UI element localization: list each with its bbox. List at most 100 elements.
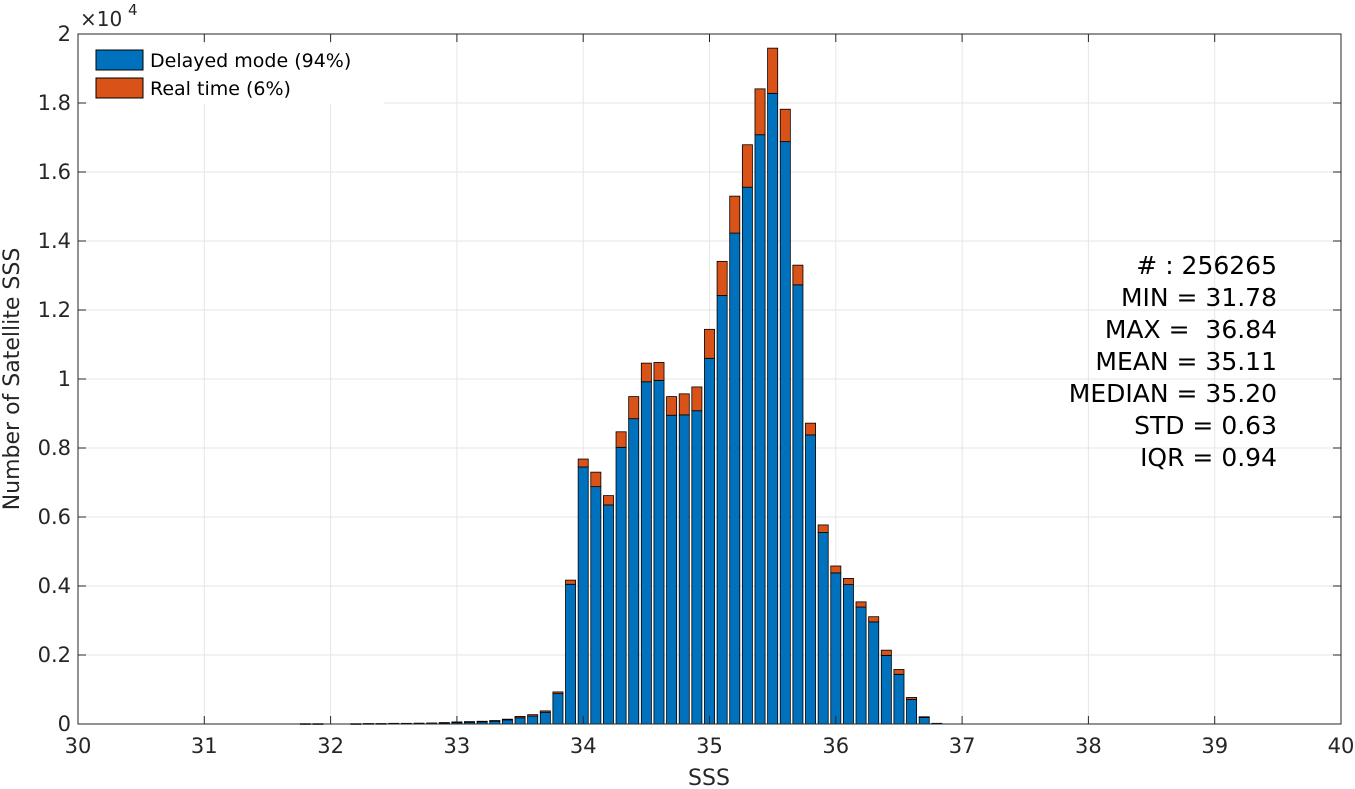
x-tick-label: 36 — [822, 734, 849, 758]
bar-real-time — [792, 264, 804, 286]
bar-delayed-mode — [577, 466, 589, 725]
bar-real-time — [830, 565, 842, 574]
bar-delayed-mode — [590, 486, 602, 725]
bar-delayed-mode — [640, 381, 652, 725]
bar-delayed-mode — [666, 414, 678, 725]
bar-real-time — [527, 714, 539, 717]
statistics-annotation: # : 256265 MIN = 31.78 MAX = 36.84 MEAN … — [1069, 251, 1277, 472]
bar-delayed-mode — [868, 621, 880, 725]
bar-real-time — [552, 691, 564, 695]
x-tick-label: 31 — [191, 734, 218, 758]
bar-real-time — [918, 716, 930, 718]
bar-real-time — [855, 601, 867, 608]
bar-real-time — [906, 697, 918, 700]
stat-count: # : 256265 — [1136, 251, 1277, 280]
x-tick-label: 32 — [317, 734, 344, 758]
bar-series — [299, 47, 943, 725]
bar-real-time — [779, 108, 791, 143]
bar-real-time — [842, 578, 854, 586]
bar-real-time — [817, 524, 829, 533]
stat-min: MIN = 31.78 — [1121, 283, 1277, 312]
bar-delayed-mode — [779, 141, 791, 725]
bar-delayed-mode — [855, 606, 867, 725]
bar-real-time — [590, 471, 602, 488]
bar-real-time — [666, 396, 678, 416]
y-tick-label: 0.8 — [38, 436, 71, 460]
y-tick-label: 2 — [58, 22, 71, 46]
bar-delayed-mode — [729, 232, 741, 725]
bar-delayed-mode — [653, 379, 665, 725]
y-tick-label: 1.4 — [38, 229, 71, 253]
bar-real-time — [741, 144, 753, 188]
x-tick-label: 38 — [1075, 734, 1102, 758]
x-tick-label: 35 — [696, 734, 723, 758]
bar-delayed-mode — [893, 673, 905, 725]
bar-delayed-mode — [704, 357, 715, 725]
bar-real-time — [603, 495, 614, 506]
bar-real-time — [489, 720, 501, 722]
x-tick-label: 30 — [65, 734, 92, 758]
bar-real-time — [754, 88, 766, 136]
bar-real-time — [691, 386, 703, 412]
bar-delayed-mode — [805, 434, 816, 725]
bar-delayed-mode — [603, 504, 614, 725]
bar-delayed-mode — [918, 717, 930, 725]
y-axis-label: Number of Satellite SSS — [0, 248, 25, 511]
y-tick-label: 1 — [58, 367, 71, 391]
bar-real-time — [678, 393, 690, 416]
bar-real-time — [577, 458, 589, 468]
bar-real-time — [501, 718, 513, 721]
bar-delayed-mode — [615, 446, 627, 725]
bar-delayed-mode — [565, 583, 577, 725]
bar-real-time — [628, 396, 640, 420]
y-exponent-base: ×10 — [80, 7, 122, 31]
bar-delayed-mode — [817, 532, 829, 725]
bar-real-time — [438, 722, 450, 724]
y-tick-label: 1.8 — [38, 91, 71, 115]
bar-delayed-mode — [501, 719, 513, 725]
stat-iqr: IQR = 0.94 — [1140, 443, 1277, 472]
x-tick-label: 37 — [949, 734, 976, 758]
bar-real-time — [565, 579, 577, 585]
bar-real-time — [868, 616, 880, 623]
y-tick-label: 0.6 — [38, 505, 71, 529]
bar-delayed-mode — [842, 584, 854, 725]
bar-real-time — [615, 431, 627, 448]
bar-real-time — [476, 720, 488, 723]
x-tick-label: 33 — [444, 734, 471, 758]
y-exponent-power: 4 — [128, 1, 138, 19]
axis-ticks: 30 31 32 33 34 35 36 37 38 39 40 0 0.2 0.4 0.6 0.8 1 1.2 1… — [38, 22, 1355, 758]
bar-real-time — [704, 328, 715, 359]
y-tick-label: 0 — [58, 712, 71, 736]
legend: Delayed mode (94%) Real time (6%) — [88, 44, 384, 104]
x-tick-label: 34 — [570, 734, 597, 758]
bar-delayed-mode — [552, 693, 564, 725]
legend-swatch-realtime — [95, 77, 144, 99]
bar-real-time — [880, 649, 892, 656]
stat-mean: MEAN = 35.11 — [1095, 347, 1277, 376]
x-tick-label: 39 — [1201, 734, 1228, 758]
bar-real-time — [464, 721, 475, 723]
bar-real-time — [539, 710, 551, 713]
stat-std: STD = 0.63 — [1134, 411, 1277, 440]
bar-delayed-mode — [539, 711, 551, 725]
bar-delayed-mode — [527, 715, 539, 725]
y-tick-label: 1.2 — [38, 298, 71, 322]
stat-max: MAX = 36.84 — [1105, 315, 1277, 344]
bar-real-time — [893, 669, 905, 675]
bar-real-time — [653, 362, 665, 381]
bar-real-time — [767, 47, 779, 94]
y-tick-label: 0.2 — [38, 643, 71, 667]
legend-label-realtime: Real time (6%) — [150, 78, 291, 100]
bar-real-time — [716, 260, 728, 296]
bar-delayed-mode — [691, 410, 703, 725]
bar-delayed-mode — [628, 418, 640, 725]
bar-delayed-mode — [754, 134, 766, 725]
bar-real-time — [805, 422, 816, 436]
bar-real-time — [640, 362, 652, 383]
bar-delayed-mode — [830, 572, 842, 725]
bar-real-time — [514, 716, 526, 719]
bar-delayed-mode — [716, 295, 728, 725]
y-tick-label: 0.4 — [38, 574, 71, 598]
x-axis-label: SSS — [688, 766, 730, 789]
